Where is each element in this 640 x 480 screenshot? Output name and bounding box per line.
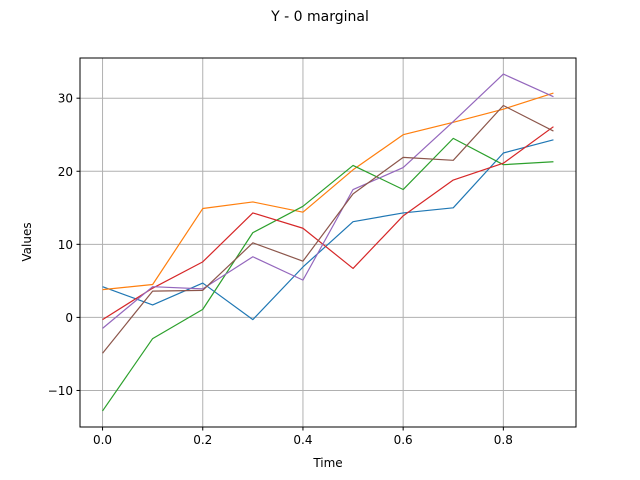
series-line-3 — [102, 137, 554, 412]
x-tick-label: 0.4 — [293, 433, 312, 447]
x-axis-label: Time — [312, 456, 342, 470]
series-layer — [102, 73, 554, 412]
y-tick-label: −10 — [48, 384, 73, 398]
y-tick-label: 0 — [65, 311, 73, 325]
x-tick-label: 0.6 — [394, 433, 413, 447]
x-tick-label: 0.0 — [93, 433, 112, 447]
series-line-6 — [102, 104, 554, 354]
y-tick-label: 30 — [58, 92, 73, 106]
y-axis-label: Values — [20, 222, 34, 261]
x-tick-label: 0.2 — [193, 433, 212, 447]
plot-frame — [79, 57, 577, 428]
chart-title: Y - 0 marginal — [270, 9, 369, 25]
series-line-4 — [102, 126, 554, 321]
y-tick-label: 10 — [58, 238, 73, 252]
y-axis: −10 0 10 20 30 — [48, 92, 80, 398]
x-axis: 0.0 0.2 0.4 0.6 0.8 — [93, 427, 513, 447]
grid-lines — [80, 58, 576, 427]
series-line-5 — [102, 73, 554, 329]
series-line-2 — [102, 92, 554, 291]
y-tick-label: 20 — [58, 165, 73, 179]
x-tick-label: 0.8 — [494, 433, 513, 447]
series-line-1 — [102, 139, 554, 321]
